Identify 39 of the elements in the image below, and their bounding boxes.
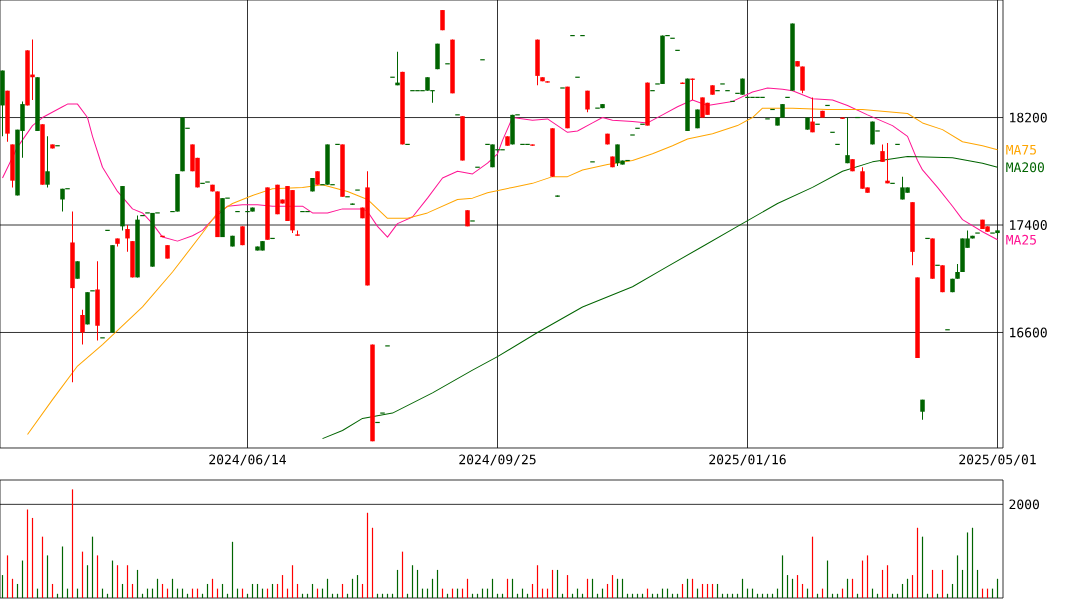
candlestick	[924, 237, 931, 240]
candlestick	[624, 159, 631, 162]
y-tick-label: 16600	[1010, 327, 1047, 338]
candlestick	[579, 34, 586, 37]
x-tick-label: 2025/01/16	[709, 454, 786, 466]
candlestick	[854, 116, 861, 119]
candlestick	[80, 309, 85, 346]
candlestick	[404, 143, 411, 146]
candlestick	[834, 143, 841, 146]
candlestick	[125, 224, 130, 253]
y-tick-label: 2000	[1009, 499, 1039, 510]
candlestick	[729, 100, 736, 103]
candlestick	[334, 143, 341, 146]
candlestick	[810, 96, 815, 133]
candlestick	[244, 210, 251, 213]
series-label: MA75	[1006, 144, 1036, 155]
candlestick	[374, 421, 381, 424]
candlestick	[45, 135, 50, 188]
x-tick-label: 2024/09/25	[459, 454, 536, 466]
candlestick	[845, 117, 850, 164]
candlestick	[304, 210, 311, 213]
candlestick	[769, 108, 776, 111]
line-series	[27, 107, 999, 436]
line-series	[322, 155, 999, 440]
candlestick	[894, 143, 901, 146]
x-tick-label: 2025/05/01	[959, 454, 1036, 466]
candlestick	[234, 210, 241, 213]
line-series	[2, 87, 999, 242]
candlestick	[824, 104, 831, 107]
y-tick-label: 18200	[1010, 112, 1047, 123]
series-label: MA25	[1006, 234, 1036, 245]
candlestick	[664, 34, 671, 37]
candlestick	[269, 237, 276, 240]
x-tick-label: 2024/06/14	[209, 454, 286, 466]
candlestick	[519, 143, 526, 146]
candlestick	[569, 34, 576, 37]
y-tick-label: 17400	[1010, 220, 1047, 230]
series-label: MA200	[1006, 162, 1044, 173]
candlestick	[299, 210, 306, 213]
